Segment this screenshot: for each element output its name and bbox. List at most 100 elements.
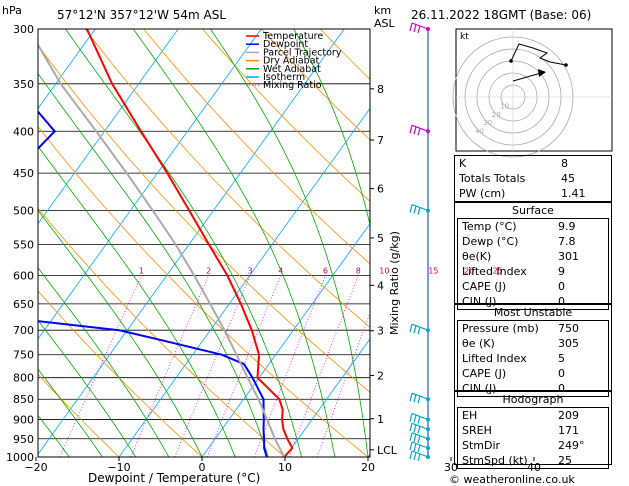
mixing-ratio-label: 2 bbox=[206, 266, 211, 275]
surface-row: CAPE (J) 0 bbox=[458, 279, 608, 294]
hpa-label: hPa bbox=[2, 4, 22, 17]
wet-adiabat-line bbox=[38, 267, 170, 457]
surface-row: Lifted Index 9 bbox=[458, 264, 608, 279]
legend-label: Isotherm bbox=[263, 72, 305, 83]
wind-barb bbox=[409, 22, 429, 34]
surface-value: 9 bbox=[558, 265, 565, 278]
asl-label: ASL bbox=[374, 17, 395, 30]
hodograph-frame bbox=[455, 28, 613, 152]
surface-label: Dewp (°C) bbox=[462, 235, 519, 248]
x-axis-label: Dewpoint / Temperature (°C) bbox=[88, 471, 261, 485]
most-unstable-value: 750 bbox=[558, 322, 579, 335]
isotherm-line bbox=[0, 29, 12, 457]
wet-adiabat-line bbox=[38, 368, 103, 457]
pressure-tick-label: 950 bbox=[13, 433, 34, 446]
isotherm-line bbox=[617, 29, 629, 457]
dry-adiabat-line bbox=[84, 29, 370, 328]
wet-adiabat-line bbox=[210, 29, 369, 457]
km-tick-label: LCL bbox=[377, 444, 398, 457]
wet-adiabat-line bbox=[38, 414, 70, 457]
location-title: 57°12'N 357°12'W 54m ASL bbox=[57, 8, 227, 22]
legend-label: Parcel Trajectory bbox=[263, 47, 342, 58]
wet-adiabat-line bbox=[293, 29, 370, 227]
dry-adiabat-line bbox=[38, 126, 369, 457]
km-tick-label: 6 bbox=[377, 183, 384, 196]
surface-value: 0 bbox=[558, 295, 565, 308]
pressure-tick-label: 800 bbox=[13, 372, 34, 385]
hodograph-kt-label: kt bbox=[460, 32, 469, 42]
hodograph-ring-label: 40 bbox=[475, 128, 484, 136]
temperature-profile bbox=[85, 29, 294, 457]
mixing-ratio-line bbox=[206, 275, 282, 457]
most-unstable-row: CAPE (J) 0 bbox=[458, 366, 608, 381]
mixing-ratio-label: 20 bbox=[464, 266, 474, 275]
surface-label: Lifted Index bbox=[462, 265, 527, 278]
hodograph-label: EH bbox=[462, 409, 478, 422]
isotherm-line bbox=[38, 29, 96, 110]
hodograph-ring-label: 30 bbox=[483, 119, 492, 127]
indices-panel: K 8 Totals Totals 45 PW (cm) 1.41 bbox=[454, 155, 612, 202]
most-unstable-title: Most Unstable bbox=[493, 306, 573, 319]
pressure-tick-label: 550 bbox=[13, 238, 34, 251]
pressure-tick-label: 600 bbox=[13, 269, 34, 282]
x-tick-label: −20 bbox=[24, 461, 47, 474]
credit-text: © weatheronline.co.uk bbox=[449, 473, 575, 486]
index-label: Totals Totals bbox=[459, 172, 526, 185]
pressure-tick-label: 650 bbox=[13, 298, 34, 311]
hodograph-ring-label: 20 bbox=[492, 111, 501, 119]
km-tick-label: 8 bbox=[377, 83, 384, 96]
isotherm-line bbox=[284, 338, 370, 457]
wind-barb bbox=[409, 124, 429, 136]
hodograph-title: Hodograph bbox=[502, 393, 564, 406]
pressure-tick-label: 900 bbox=[13, 414, 34, 427]
km-tick-label: 2 bbox=[377, 369, 384, 382]
wind-barb bbox=[409, 323, 429, 335]
hodograph-value: 171 bbox=[558, 424, 579, 437]
surface-row: Temp (°C) 9.9 bbox=[458, 219, 608, 234]
datetime-title: 26.11.2022 18GMT (Base: 06) bbox=[411, 8, 592, 22]
most-unstable-label: θe (K) bbox=[462, 337, 495, 350]
isotherm-line bbox=[38, 29, 179, 225]
most-unstable-value: 305 bbox=[558, 337, 579, 350]
km-tick-label: 5 bbox=[377, 232, 384, 245]
x-tick-label: 20 bbox=[361, 461, 375, 474]
wet-adiabat-line bbox=[132, 29, 336, 457]
wind-barb bbox=[409, 441, 429, 453]
km-label: km bbox=[374, 4, 392, 17]
storm-motion-arrowhead bbox=[538, 69, 546, 77]
wet-adiabat-line bbox=[376, 29, 434, 457]
km-tick-label: 1 bbox=[377, 413, 384, 426]
hodograph-value: 25 bbox=[558, 454, 572, 467]
x-tick-label: 10 bbox=[278, 461, 292, 474]
legend-label: Dewpoint bbox=[263, 39, 308, 50]
surface-panel: Surface Temp (°C) 9.9 Dewp (°C) 7.8 θe(K) 301… bbox=[454, 202, 612, 310]
wet-adiabat-line bbox=[38, 319, 136, 457]
mixing-ratio-label: 6 bbox=[323, 266, 328, 275]
wet-adiabat-line bbox=[38, 72, 269, 457]
mixing-ratio-line bbox=[130, 275, 209, 457]
dewpoint-profile bbox=[38, 110, 268, 457]
pressure-tick-label: 450 bbox=[13, 167, 34, 180]
km-tick-label: 3 bbox=[377, 325, 384, 338]
dry-adiabat-line bbox=[38, 373, 120, 457]
wind-barb bbox=[409, 422, 429, 434]
pressure-tick-label: 500 bbox=[13, 205, 34, 218]
mixing-ratio-label: 25 bbox=[493, 266, 503, 275]
mixing-ratio-label: 4 bbox=[278, 266, 283, 275]
parcel-trajectory-profile bbox=[38, 42, 286, 457]
pressure-tick-label: 750 bbox=[13, 349, 34, 362]
most-unstable-row: Pressure (mb) 750 bbox=[458, 321, 608, 336]
isotherm-line bbox=[201, 222, 370, 457]
wind-barb bbox=[409, 432, 429, 443]
dry-adiabat-line bbox=[143, 29, 370, 265]
most-unstable-row: θe (K) 305 bbox=[458, 336, 608, 351]
hodograph-label: StmSpd (kt) bbox=[462, 454, 528, 467]
dry-adiabat-line bbox=[614, 29, 629, 457]
surface-title: Surface bbox=[512, 204, 554, 217]
isotherm-line bbox=[118, 107, 370, 457]
pressure-tick-label: 350 bbox=[13, 78, 34, 91]
surface-row: Dewp (°C) 7.8 bbox=[458, 234, 608, 249]
wind-barb bbox=[409, 392, 429, 404]
isotherm-line bbox=[38, 29, 345, 455]
dry-adiabat-line bbox=[202, 29, 370, 202]
